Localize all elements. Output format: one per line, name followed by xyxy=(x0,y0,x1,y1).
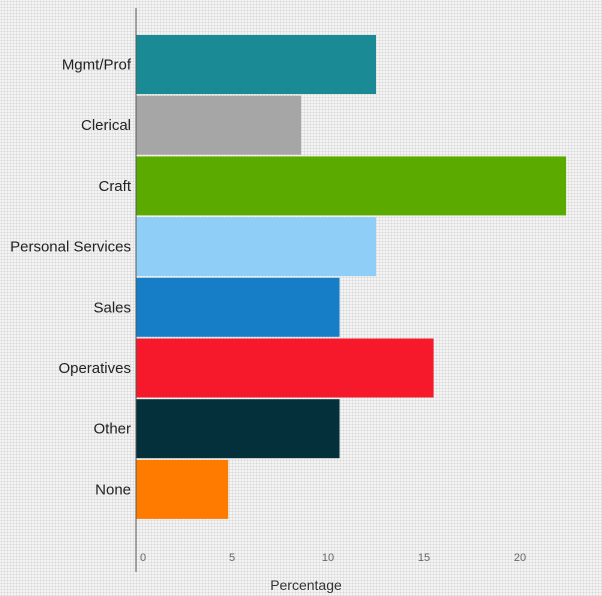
x-tick-label: 15 xyxy=(418,552,430,564)
bar-none xyxy=(136,459,229,519)
category-labels: Mgmt/Prof Clerical Craft Personal Services S… xyxy=(10,57,132,499)
x-axis-title: Percentage xyxy=(270,577,342,593)
bars-group xyxy=(136,35,567,519)
x-tick-label: 20 xyxy=(514,552,526,564)
x-tick-labels: 0 5 10 15 20 xyxy=(140,552,526,564)
bar-personal-services xyxy=(136,217,376,277)
x-tick-label: 0 xyxy=(140,552,146,564)
bar-sales xyxy=(136,277,340,337)
category-label-none: None xyxy=(95,481,131,498)
x-tick-label: 5 xyxy=(229,552,235,564)
category-label-sales: Sales xyxy=(93,299,131,316)
category-label-operatives: Operatives xyxy=(58,360,131,377)
category-label-personal-services: Personal Services xyxy=(10,239,131,256)
bar-craft xyxy=(136,156,567,216)
x-tick-label: 10 xyxy=(322,552,334,564)
bar-mgmt-prof xyxy=(136,35,376,94)
bar-clerical xyxy=(136,95,302,155)
category-label-craft: Craft xyxy=(98,178,131,195)
category-label-mgmt-prof: Mgmt/Prof xyxy=(62,57,132,74)
category-label-other: Other xyxy=(93,421,131,438)
bar-other xyxy=(136,399,340,459)
category-label-clerical: Clerical xyxy=(81,117,131,134)
bar-operatives xyxy=(136,338,434,398)
